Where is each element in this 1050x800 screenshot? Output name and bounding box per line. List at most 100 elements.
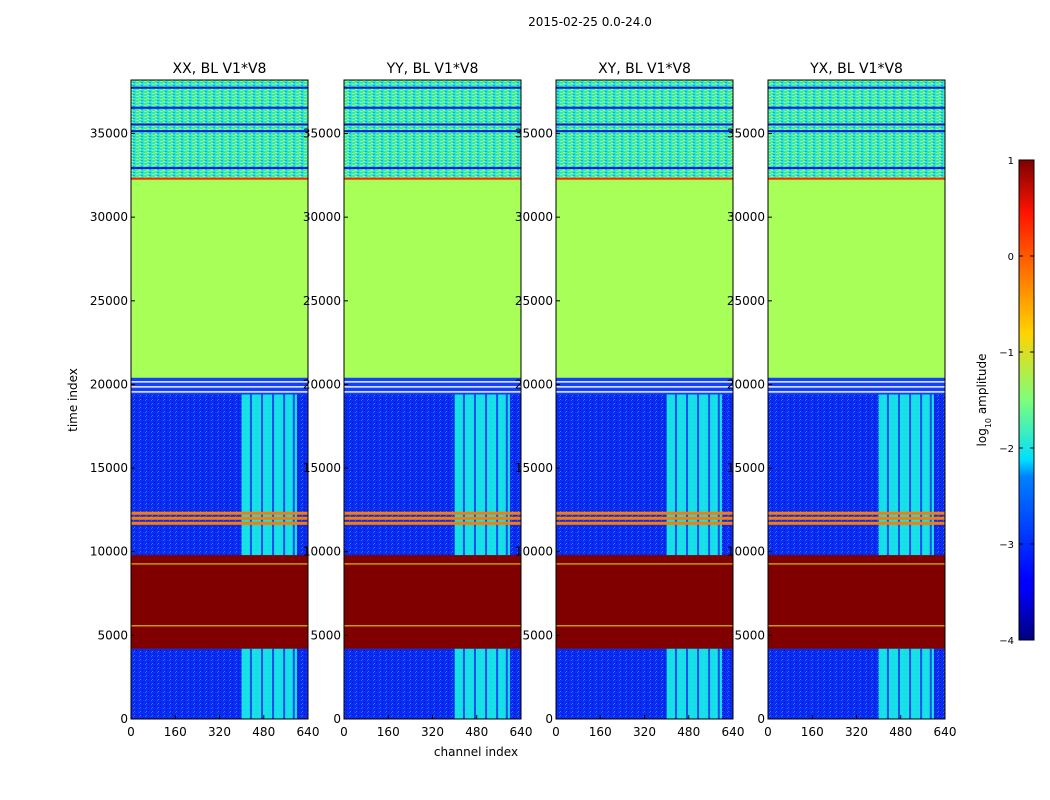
colorbar-tick-label: −3 (999, 540, 1014, 551)
time-band-2 (131, 555, 308, 649)
channel-gap-1-2 (260, 648, 263, 719)
top-stripe-2 (344, 130, 521, 133)
sat-line-1 (344, 625, 521, 627)
colorbar-tick-label: 1 (1008, 156, 1014, 167)
y-tick-label: 15000 (303, 461, 341, 475)
panel-title: YX, BL V1*V8 (809, 61, 903, 77)
time-band-4 (131, 178, 308, 378)
channel-gap-1-3 (697, 648, 700, 719)
channel-gap-1-4 (708, 648, 711, 719)
y-tick-label: 30000 (515, 210, 553, 224)
heatmap-panel-3: XY, BL V1*V8 0 160 320 480 640 0 5000 10000 15000… (515, 61, 745, 739)
flag-row-1 (768, 521, 945, 525)
y-tick-label: 20000 (303, 377, 341, 391)
red-row-top (131, 177, 308, 180)
colorbar-label-prefix: log (975, 428, 989, 446)
channel-gap-2-4 (920, 394, 923, 556)
channel-gap-1-3 (909, 648, 912, 719)
channel-gap-1-1 (674, 648, 677, 719)
gap-stripe-3 (131, 381, 308, 383)
top-stripe-5 (131, 86, 308, 89)
y-tick-label: 25000 (727, 294, 765, 308)
gap-stripe-2 (344, 386, 521, 388)
x-tick-label: 640 (297, 725, 320, 739)
y-tick-label: 10000 (90, 545, 128, 559)
time-band-4 (556, 178, 733, 378)
x-tick-label: 160 (589, 725, 612, 739)
colorbar-gradient (1018, 159, 1035, 641)
top-stripe-3 (768, 123, 945, 126)
x-tick-label: 0 (127, 725, 135, 739)
top-stripe-1 (344, 166, 521, 169)
x-tick-label: 320 (208, 725, 231, 739)
gap-stripe-2 (131, 386, 308, 388)
x-tick-label: 640 (934, 725, 957, 739)
y-tick-label: 10000 (727, 545, 765, 559)
colorbar-tick-label: −2 (999, 444, 1014, 455)
x-tick-label: 160 (164, 725, 187, 739)
channel-gap-1-2 (473, 648, 476, 719)
top-stripe-5 (344, 86, 521, 89)
y-tick-label: 35000 (303, 127, 341, 141)
sat-line-2 (131, 563, 308, 565)
colorbar-tick-label: −4 (999, 636, 1014, 647)
time-band-5 (344, 80, 521, 179)
x-tick-label: 480 (677, 725, 700, 739)
top-stripe-4 (768, 106, 945, 109)
top-stripe-4 (131, 106, 308, 109)
channel-gap-1-3 (485, 648, 488, 719)
channel-gap-1-5 (292, 648, 295, 719)
channel-gap-1-1 (249, 648, 252, 719)
channel-gap-2-3 (485, 394, 488, 556)
y-tick-label: 20000 (727, 377, 765, 391)
top-stripe-4 (556, 106, 733, 109)
colorbar-tick-label: −1 (999, 348, 1014, 359)
y-tick-label: 30000 (727, 210, 765, 224)
top-stripe-5 (768, 86, 945, 89)
x-tick-label: 320 (421, 725, 444, 739)
channel-gap-2-2 (897, 394, 900, 556)
heatmap-panel-2: YY, BL V1*V8 0 160 320 480 640 0 5000 10000 15000… (303, 61, 533, 739)
y-tick-label: 15000 (515, 461, 553, 475)
top-stripe-1 (556, 166, 733, 169)
top-stripe-3 (556, 123, 733, 126)
x-tick-label: 640 (722, 725, 745, 739)
time-band-2 (556, 555, 733, 649)
y-tick-label: 25000 (303, 294, 341, 308)
x-tick-label: 160 (801, 725, 824, 739)
channel-gap-2-4 (496, 394, 499, 556)
channel-gap-2-5 (717, 394, 720, 556)
channel-gap-1-3 (272, 648, 275, 719)
y-tick-label: 5000 (310, 628, 341, 642)
x-tick-label: 480 (252, 725, 275, 739)
y-tick-label: 10000 (303, 545, 341, 559)
figure-suptitle: 2015-02-25 0.0-24.0 (528, 15, 652, 29)
flag-row-3 (768, 511, 945, 515)
channel-gap-1-2 (685, 648, 688, 719)
y-tick-label: 25000 (90, 294, 128, 308)
x-tick-label: 480 (889, 725, 912, 739)
flag-row-1 (556, 521, 733, 525)
gap-stripe-1 (768, 391, 945, 393)
top-stripe-5 (556, 86, 733, 89)
gap-stripe-3 (344, 381, 521, 383)
sat-line-1 (131, 625, 308, 627)
y-tick-label: 15000 (90, 461, 128, 475)
colorbar-label-sub: 10 (984, 418, 993, 428)
x-tick-label: 0 (764, 725, 772, 739)
channel-gap-2-3 (697, 394, 700, 556)
time-band-4 (768, 178, 945, 378)
heatmap-panel-4: YX, BL V1*V8 0 160 320 480 640 0 5000 10000 15000… (727, 61, 957, 739)
top-stripe-2 (768, 130, 945, 133)
x-tick-label: 0 (340, 725, 348, 739)
top-stripe-3 (344, 123, 521, 126)
time-band-2 (344, 555, 521, 649)
gap-stripe-2 (768, 386, 945, 388)
time-band-5 (768, 80, 945, 179)
channel-gap-1-4 (496, 648, 499, 719)
channel-gap-2-4 (283, 394, 286, 556)
sat-line-2 (344, 563, 521, 565)
channel-gap-1-5 (929, 648, 932, 719)
gap-stripe-1 (556, 391, 733, 393)
